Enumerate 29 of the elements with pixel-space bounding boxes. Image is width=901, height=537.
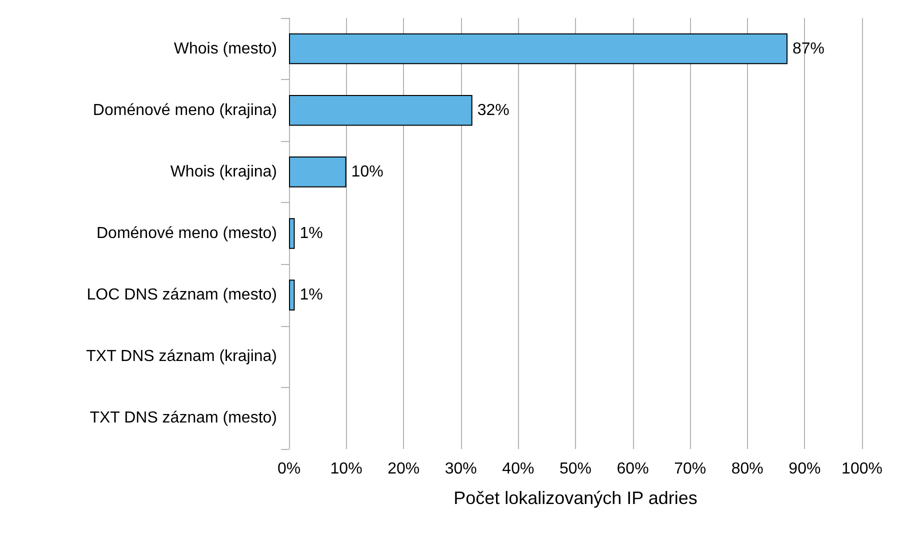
- x-tick-label: 40%: [502, 460, 534, 478]
- x-axis-title: Počet lokalizovaných IP adries: [454, 488, 698, 508]
- x-tick-label: 100%: [842, 460, 882, 478]
- x-tick-label: 50%: [559, 460, 592, 478]
- x-tick-label: 80%: [731, 460, 764, 478]
- data-label: 1%: [300, 225, 323, 242]
- bar: [289, 94, 472, 126]
- y-tick-label: Whois (mesto): [174, 40, 277, 58]
- y-tick-label: Doménové meno (mesto): [96, 225, 277, 242]
- data-label: 32%: [477, 102, 510, 119]
- y-tick-label: TXT DNS záznam (krajina): [86, 348, 277, 366]
- x-tick-label: 70%: [674, 460, 706, 478]
- data-label: 87%: [792, 40, 825, 58]
- data-label: 1%: [300, 286, 323, 304]
- bar: [289, 33, 788, 64]
- x-tick-label: 20%: [388, 460, 420, 478]
- y-tick-label: TXT DNS záznam (mesto): [90, 410, 277, 427]
- bar: [289, 156, 346, 188]
- x-tick-label: 90%: [788, 460, 821, 478]
- bar: [289, 280, 295, 310]
- data-label: 10%: [351, 163, 384, 180]
- bar: [289, 218, 295, 249]
- y-tick-label: LOC DNS záznam (mesto): [86, 286, 277, 304]
- x-tick-label: 10%: [330, 460, 362, 478]
- x-tick-label: 60%: [616, 460, 649, 478]
- x-tick-label: 30%: [444, 460, 477, 478]
- y-tick-label: Whois (krajina): [170, 163, 277, 180]
- x-tick-label: 0%: [277, 460, 301, 478]
- y-tick-label: Doménové meno (krajina): [92, 102, 277, 119]
